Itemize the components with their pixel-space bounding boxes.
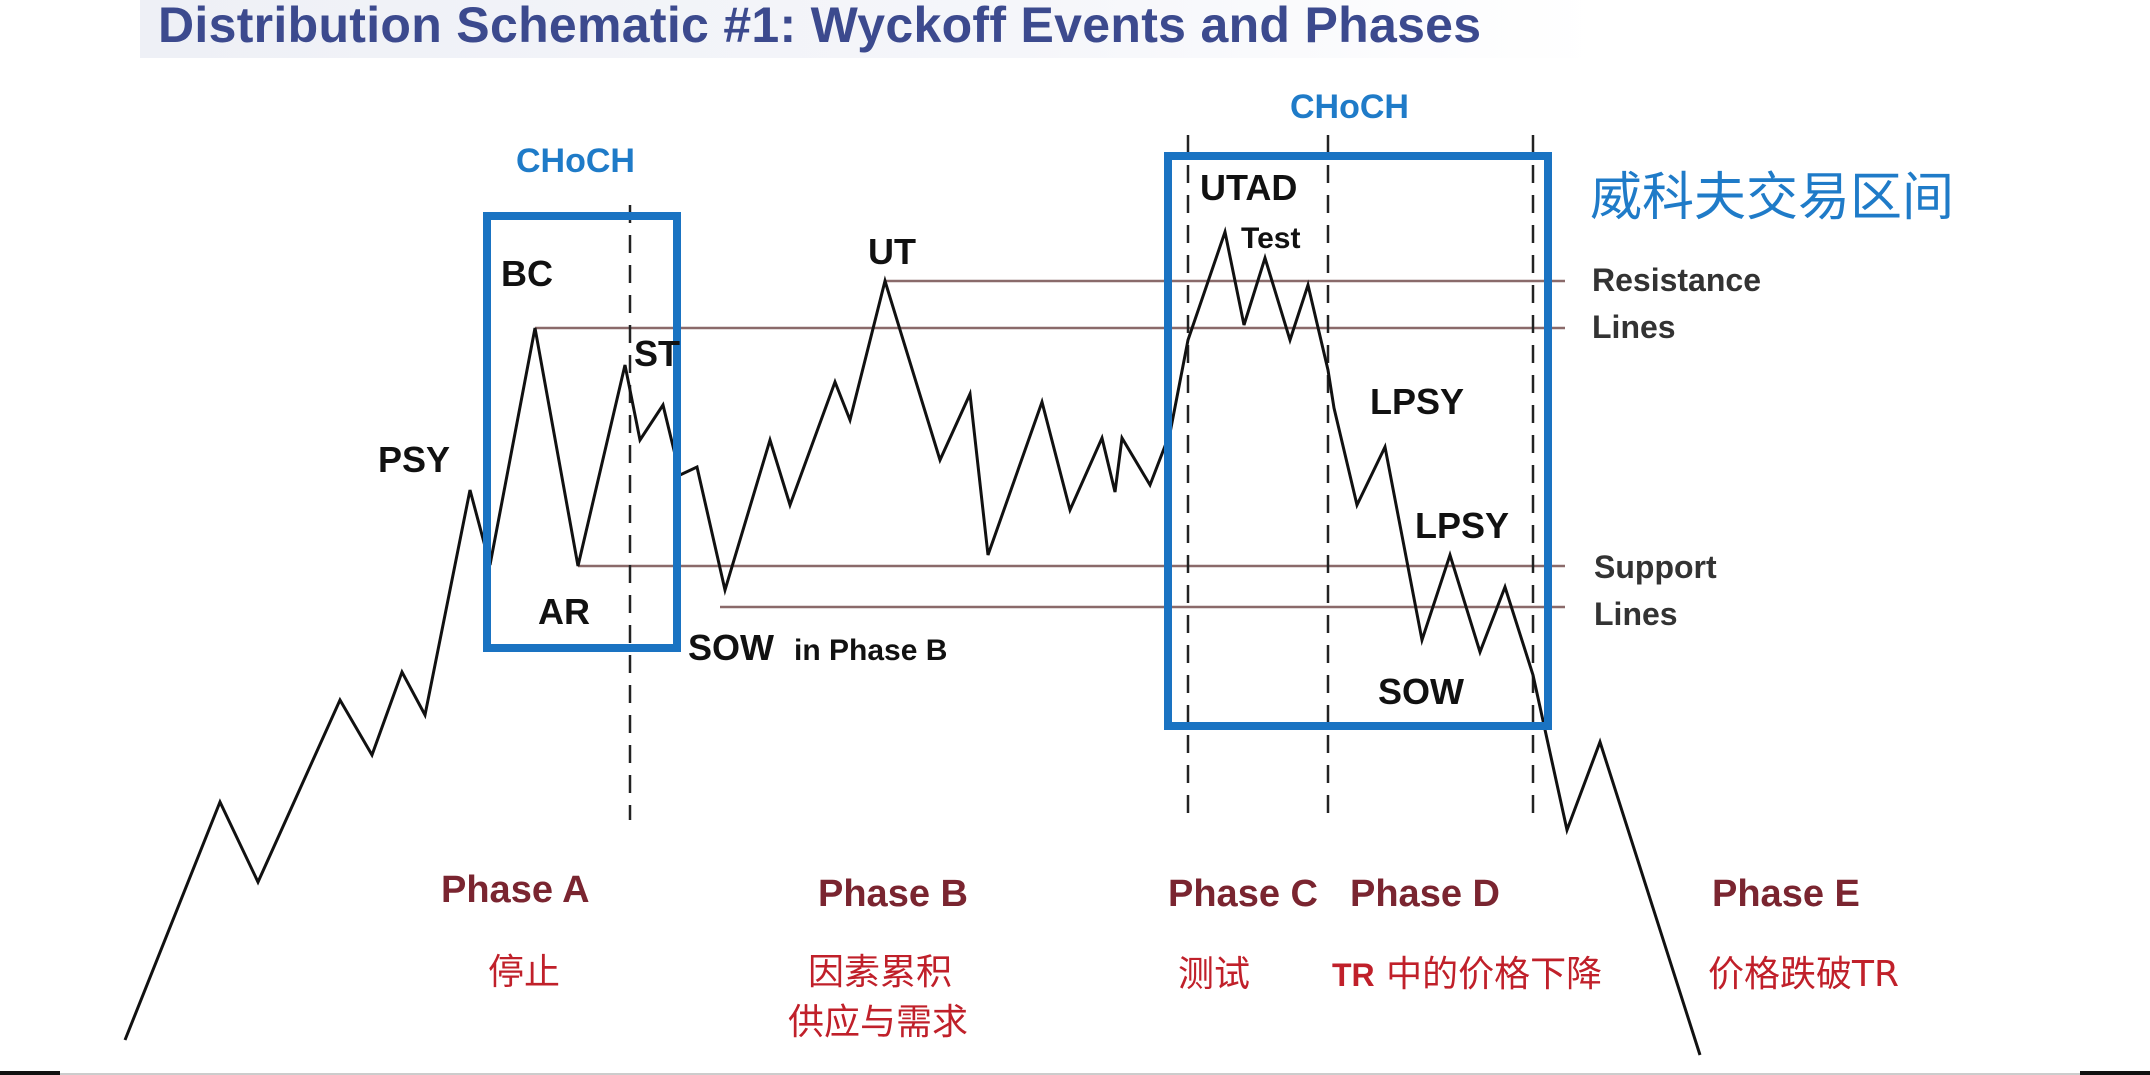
title-band — [140, 0, 1600, 58]
sow-label: SOW — [1378, 671, 1464, 712]
price-path — [123, 226, 1702, 1056]
phase-d-label: Phase D — [1350, 873, 1500, 915]
resistance-label-1: Resistance — [1592, 262, 1761, 298]
bc-label: BC — [501, 253, 553, 294]
phase-d-cn: TR 中的价格下降 — [1332, 954, 1602, 995]
psy-label: PSY — [378, 439, 450, 480]
ut-label: UT — [868, 231, 916, 272]
phase-b-cn-2: 供应与需求 — [788, 1002, 968, 1043]
test-label: Test — [1241, 222, 1300, 255]
choch-label-right: CHoCH — [1290, 88, 1409, 126]
choch-label-left: CHoCH — [516, 142, 635, 180]
phase-c-box — [1164, 152, 1552, 730]
phase-e-label: Phase E — [1712, 873, 1860, 915]
utad-label: UTAD — [1200, 167, 1297, 208]
lpsy-label-2: LPSY — [1415, 505, 1509, 546]
sow-phase-b-suffix: in Phase B — [794, 634, 947, 667]
phase-e-cn: 价格跌破TR — [1708, 954, 1899, 995]
support-label-2: Lines — [1594, 596, 1678, 632]
phase-a-label: Phase A — [441, 869, 590, 911]
phase-a-box — [483, 212, 681, 652]
phase-b-cn-1: 因素累积 — [808, 952, 952, 993]
sow-phase-b-main: SOW — [688, 627, 774, 668]
ar-label: AR — [538, 591, 590, 632]
st-label: ST — [634, 333, 680, 374]
sow-phase-b-label: SOW in Phase B — [688, 627, 947, 668]
resistance-label-2: Lines — [1592, 309, 1676, 345]
phase-d-cn-text: 中的价格下降 — [1386, 954, 1602, 995]
support-label-1: Support — [1594, 549, 1717, 585]
phase-c-label: Phase C — [1168, 873, 1318, 915]
phase-b-label: Phase B — [818, 873, 968, 915]
phase-c-cn: 测试 — [1178, 954, 1250, 995]
phase-d-cn-prefix: TR — [1332, 957, 1375, 993]
page-title: Distribution Schematic #1: Wyckoff Event… — [158, 0, 1482, 53]
trading-range-cn-label: 威科夫交易区间 — [1590, 168, 1954, 228]
lpsy-label-1: LPSY — [1370, 381, 1464, 422]
phase-a-cn: 停止 — [488, 952, 560, 993]
